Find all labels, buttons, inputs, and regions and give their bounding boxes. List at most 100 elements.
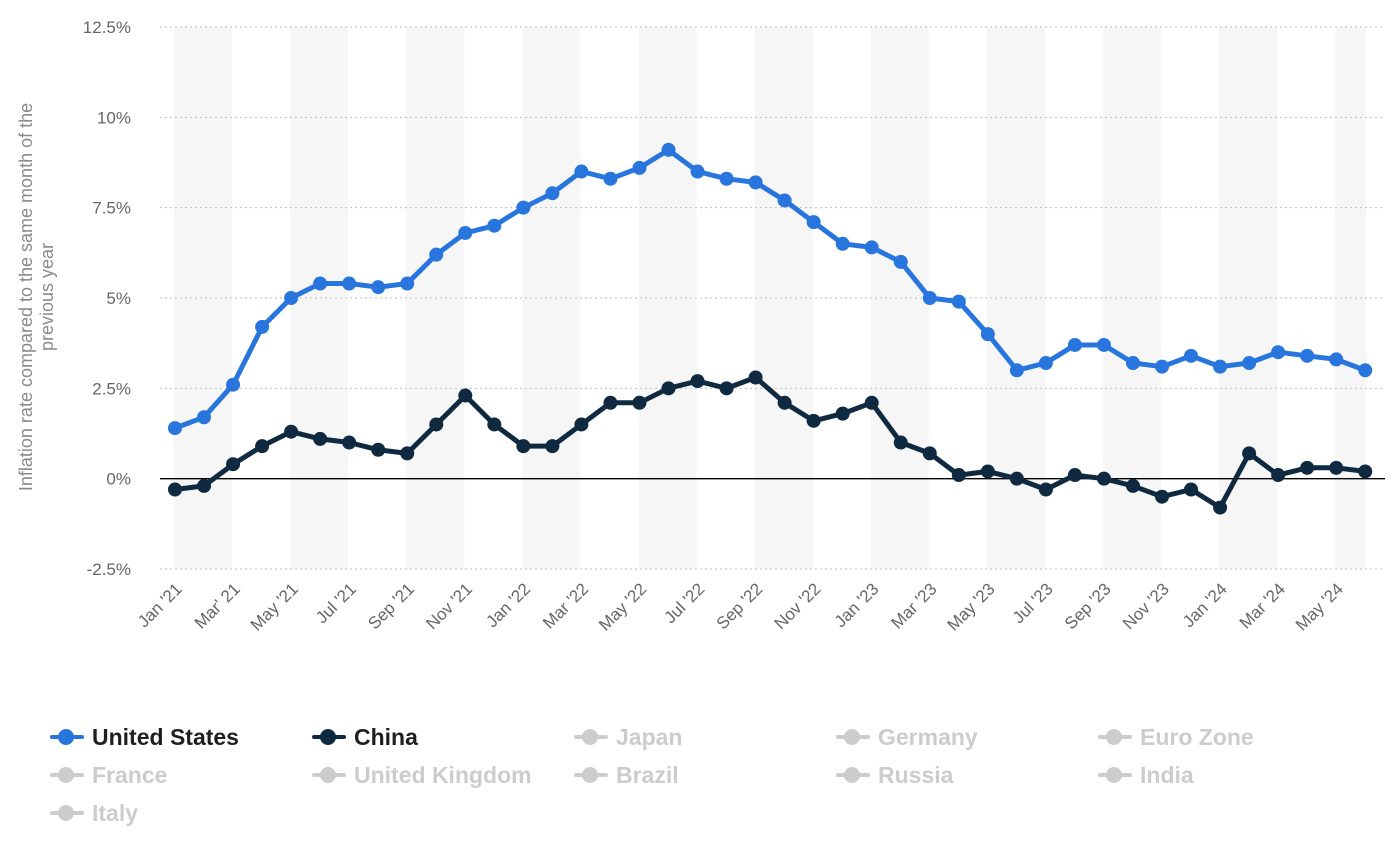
data-point[interactable]: [893, 435, 908, 450]
legend-item-russia[interactable]: Russia: [836, 760, 953, 790]
data-point[interactable]: [400, 276, 415, 291]
data-point[interactable]: [516, 439, 531, 454]
data-point[interactable]: [284, 424, 299, 439]
data-point[interactable]: [603, 395, 618, 410]
data-point[interactable]: [835, 236, 850, 251]
data-point[interactable]: [400, 446, 415, 461]
data-point[interactable]: [226, 457, 241, 472]
data-point[interactable]: [1329, 460, 1344, 475]
data-point[interactable]: [1300, 348, 1315, 363]
data-point[interactable]: [1096, 471, 1111, 486]
data-point[interactable]: [661, 142, 676, 157]
data-point[interactable]: [516, 200, 531, 215]
data-point[interactable]: [980, 327, 995, 342]
data-point[interactable]: [1067, 468, 1082, 483]
data-point[interactable]: [719, 171, 734, 186]
data-point[interactable]: [458, 388, 473, 403]
data-point[interactable]: [371, 280, 386, 295]
background-band: [290, 27, 349, 569]
data-point[interactable]: [487, 417, 502, 432]
legend-item-euro-zone[interactable]: Euro Zone: [1098, 722, 1254, 752]
data-point[interactable]: [1125, 356, 1140, 371]
data-point[interactable]: [1358, 363, 1373, 378]
data-point[interactable]: [1358, 464, 1373, 479]
y-axis-label-line: previous year: [37, 243, 57, 351]
data-point[interactable]: [632, 160, 647, 175]
data-point[interactable]: [1009, 471, 1024, 486]
data-point[interactable]: [777, 193, 792, 208]
data-point[interactable]: [429, 247, 444, 262]
data-point[interactable]: [168, 482, 182, 497]
data-point[interactable]: [632, 395, 647, 410]
data-point[interactable]: [864, 395, 879, 410]
data-point[interactable]: [690, 164, 705, 179]
data-point[interactable]: [1329, 352, 1344, 367]
data-point[interactable]: [1213, 359, 1228, 374]
data-point[interactable]: [1213, 500, 1228, 515]
legend-marker-icon: [836, 765, 870, 785]
data-point[interactable]: [197, 410, 212, 425]
data-point[interactable]: [255, 319, 270, 334]
data-point[interactable]: [922, 291, 937, 305]
data-point[interactable]: [226, 377, 241, 392]
legend-item-united-kingdom[interactable]: United Kingdom: [312, 760, 532, 790]
legend-item-united-states[interactable]: United States: [50, 722, 239, 752]
data-point[interactable]: [1096, 337, 1111, 352]
data-point[interactable]: [487, 218, 502, 233]
data-point[interactable]: [342, 435, 357, 450]
data-point[interactable]: [1155, 489, 1170, 504]
data-point[interactable]: [1038, 482, 1053, 497]
data-point[interactable]: [1184, 482, 1199, 497]
legend-item-france[interactable]: France: [50, 760, 167, 790]
data-point[interactable]: [1271, 468, 1286, 483]
data-point[interactable]: [429, 417, 444, 432]
data-point[interactable]: [1242, 356, 1257, 371]
legend-item-china[interactable]: China: [312, 722, 418, 752]
data-point[interactable]: [255, 439, 270, 454]
legend-item-germany[interactable]: Germany: [836, 722, 978, 752]
data-point[interactable]: [371, 442, 386, 457]
data-point[interactable]: [458, 225, 473, 240]
data-point[interactable]: [893, 254, 908, 269]
data-point[interactable]: [313, 431, 328, 446]
data-point[interactable]: [342, 276, 357, 291]
legend-item-japan[interactable]: Japan: [574, 722, 682, 752]
data-point[interactable]: [1009, 363, 1024, 378]
data-point[interactable]: [1155, 359, 1170, 374]
legend-item-italy[interactable]: Italy: [50, 798, 138, 828]
data-point[interactable]: [1271, 345, 1286, 360]
legend-item-brazil[interactable]: Brazil: [574, 760, 679, 790]
data-point[interactable]: [690, 374, 705, 389]
data-point[interactable]: [864, 240, 879, 255]
data-point[interactable]: [1300, 460, 1315, 475]
data-point[interactable]: [835, 406, 850, 421]
data-point[interactable]: [748, 370, 763, 385]
data-point[interactable]: [951, 468, 966, 483]
data-point[interactable]: [951, 294, 966, 309]
data-point[interactable]: [168, 421, 182, 436]
data-point[interactable]: [313, 276, 328, 291]
legend-label: China: [354, 723, 418, 750]
data-point[interactable]: [922, 446, 937, 461]
data-point[interactable]: [197, 478, 212, 493]
data-point[interactable]: [1125, 478, 1140, 493]
data-point[interactable]: [806, 215, 821, 230]
data-point[interactable]: [1038, 356, 1053, 371]
legend-item-india[interactable]: India: [1098, 760, 1194, 790]
data-point[interactable]: [806, 413, 821, 428]
data-point[interactable]: [1067, 337, 1082, 352]
data-point[interactable]: [980, 464, 995, 479]
data-point[interactable]: [284, 291, 299, 305]
data-point[interactable]: [719, 381, 734, 396]
data-point[interactable]: [748, 175, 763, 190]
data-point[interactable]: [545, 186, 560, 201]
data-point[interactable]: [574, 164, 589, 179]
data-point[interactable]: [1184, 348, 1199, 363]
data-point[interactable]: [603, 171, 618, 186]
x-tick-label: Jan '23: [831, 579, 883, 631]
data-point[interactable]: [574, 417, 589, 432]
data-point[interactable]: [777, 395, 792, 410]
data-point[interactable]: [1242, 446, 1257, 461]
data-point[interactable]: [545, 439, 560, 454]
data-point[interactable]: [661, 381, 676, 396]
